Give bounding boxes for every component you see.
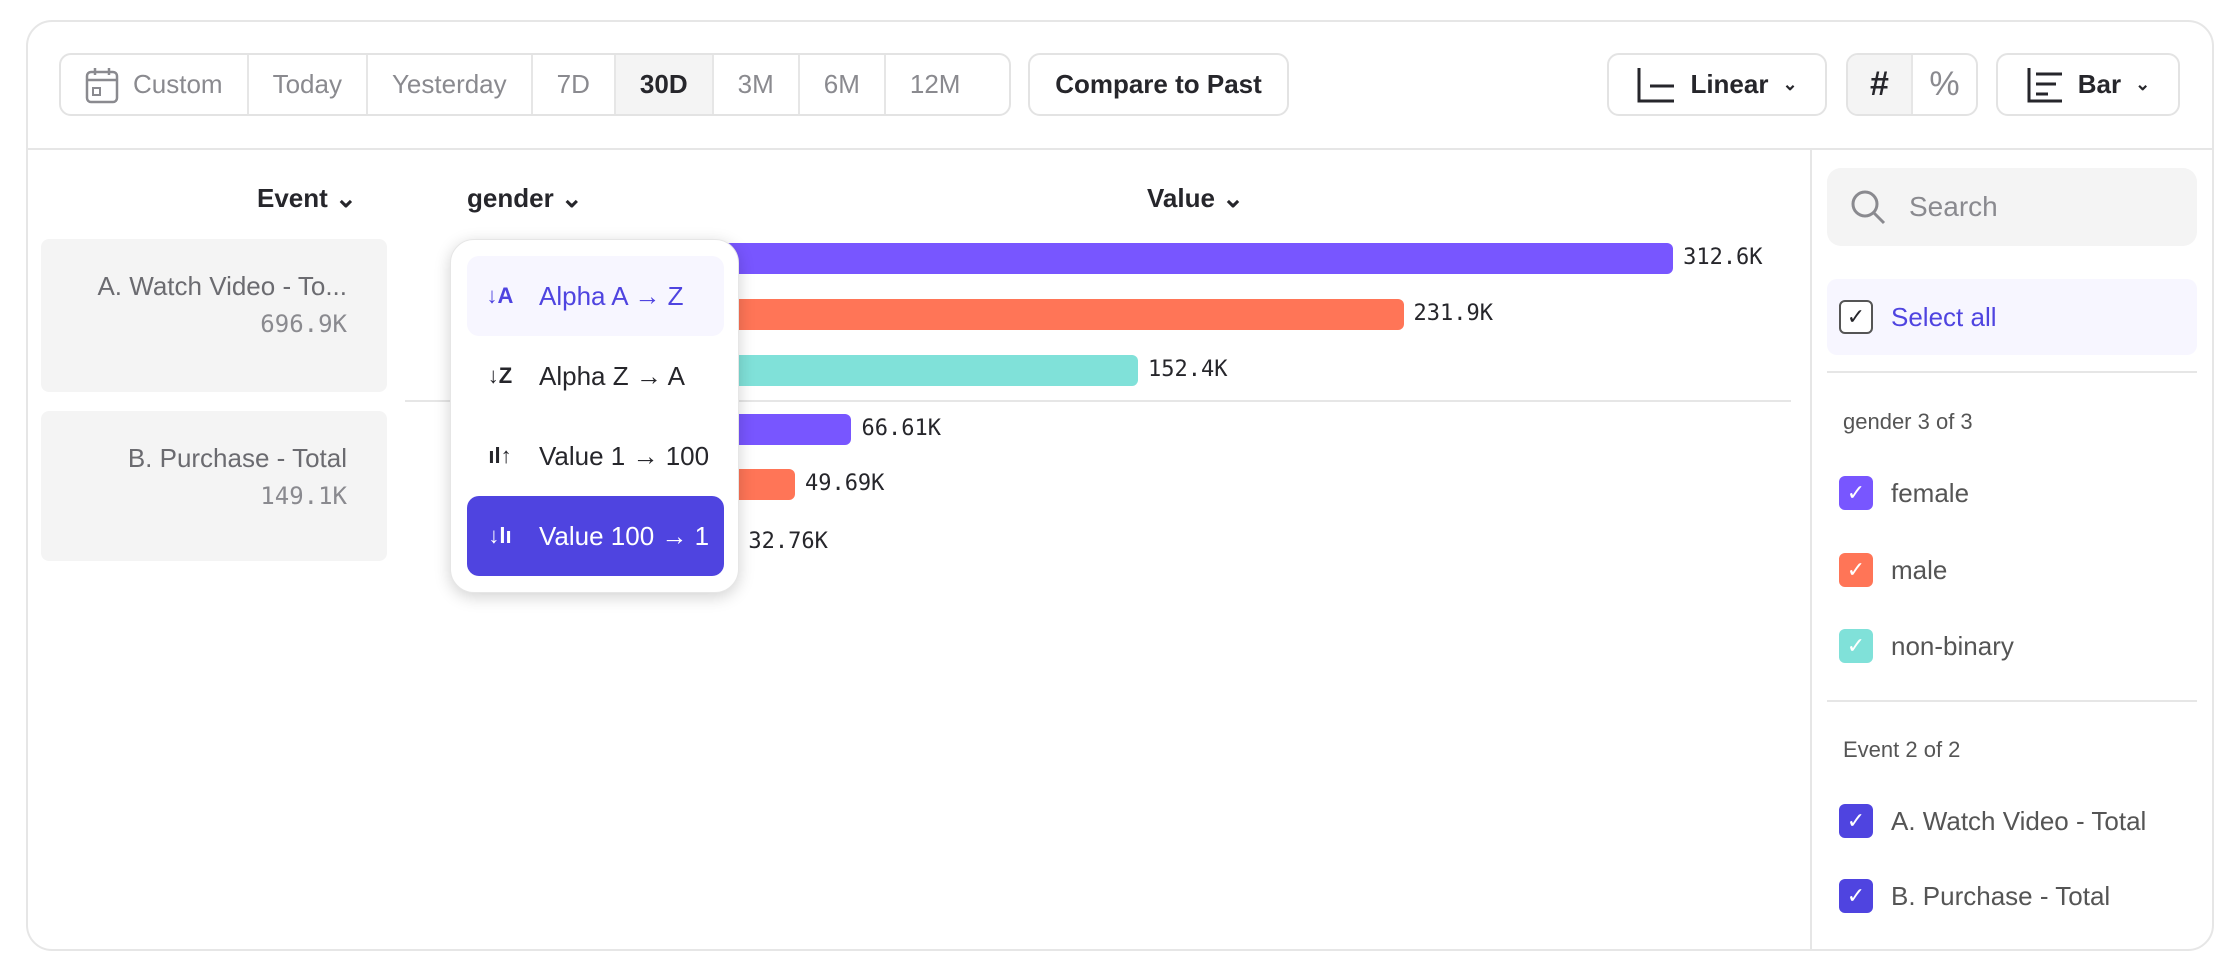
gender-section-heading: gender 3 of 3 [1843, 409, 1973, 434]
date-range-yesterday[interactable]: Yesterday [368, 55, 533, 114]
check-icon: ✓ [1839, 553, 1873, 587]
date-range-7d[interactable]: 7D [533, 55, 616, 114]
calendar-icon [85, 67, 119, 103]
legend-item-label: B. Purchase - Total [1891, 880, 2111, 911]
event-column-header[interactable]: Event ⌄ [257, 183, 357, 213]
date-range-today[interactable]: Today [249, 55, 368, 114]
bar-value-label: 49.69K [804, 471, 885, 496]
event-total: 696.9K [260, 310, 347, 338]
sort-alpha-asc-icon: ↓A [486, 283, 514, 308]
sort-option-label: Alpha Z → A [539, 360, 685, 391]
chevron-down-icon: ⌄ [1782, 74, 1798, 94]
value-column-header[interactable]: Value ⌄ [1147, 183, 1244, 213]
date-range-12m[interactable]: 12M [886, 55, 985, 114]
bar-chart-icon [2027, 67, 2062, 102]
date-range-label: Custom [133, 69, 223, 99]
sort-option-label: Alpha A → Z [539, 280, 684, 311]
check-icon: ✓ [1839, 879, 1873, 913]
divider [1827, 700, 2197, 702]
chevron-down-icon: ⌄ [2135, 74, 2151, 94]
date-range-3m[interactable]: 3M [714, 55, 800, 114]
bar-value-label: 152.4K [1148, 357, 1228, 382]
search-icon [1851, 190, 1886, 225]
sort-menu: ↓A Alpha A → Z ↓Z Alpha Z → A ıl↑ Value 1 → 1… [450, 239, 739, 593]
bar-value-label: 32.76K [748, 529, 828, 554]
chart-type-dropdown[interactable]: Bar ⌄ [1996, 53, 2180, 116]
sort-option[interactable]: ↓Z Alpha Z → A [467, 336, 724, 416]
date-range-6m[interactable]: 6M [800, 55, 886, 114]
divider [1827, 371, 2197, 373]
legend-item-label: female [1891, 477, 1970, 508]
bar-male-watch-video[interactable] [629, 299, 1404, 330]
number-format-toggle: # % [1846, 53, 1978, 116]
gender-column-header[interactable]: gender ⌄ [467, 183, 583, 213]
date-range-selector: Custom Today Yesterday 7D 30D 3M 6M 12M [59, 53, 1011, 116]
select-all-label: Select all [1891, 301, 1997, 332]
linear-axis-icon [1637, 67, 1675, 102]
bar-value-label: 312.6K [1683, 245, 1763, 270]
date-range-30d[interactable]: 30D [615, 55, 714, 114]
sort-option[interactable]: ↓A Alpha A → Z [467, 256, 724, 336]
legend-divider [1810, 150, 1812, 950]
event-section-heading: Event 2 of 2 [1843, 737, 1961, 762]
event-name: B. Purchase - Total [127, 443, 347, 473]
check-icon: ✓ [1839, 629, 1873, 663]
compare-label: Compare to Past [1055, 69, 1262, 99]
event-name: A. Watch Video - To... [97, 271, 347, 301]
event-total: 149.1K [260, 482, 347, 510]
date-range-label: 7D [556, 69, 590, 99]
legend-item-female[interactable]: ✓ female [1839, 476, 1969, 510]
date-range-label: 12M [909, 69, 961, 99]
check-icon: ✓ [1839, 804, 1873, 838]
compare-to-past-button[interactable]: Compare to Past [1028, 53, 1289, 116]
legend-item-non-binary[interactable]: ✓ non-binary [1839, 629, 2014, 663]
date-range-label: 3M [737, 69, 774, 99]
date-range-custom[interactable]: Custom [61, 55, 249, 114]
legend-item-label: male [1891, 554, 1948, 585]
sort-alpha-desc-icon: ↓Z [487, 363, 513, 388]
percent-toggle-button[interactable]: % [1929, 65, 1960, 103]
sort-option-label: Value 1 → 100 [539, 440, 710, 471]
bar-value-label: 231.9K [1413, 301, 1494, 326]
date-range-label: 30D [639, 69, 688, 99]
sort-value-desc-icon: ↓lı [488, 523, 512, 548]
group-separator [405, 400, 1791, 402]
search-input[interactable]: Search [1827, 168, 2197, 246]
check-icon: ✓ [1839, 300, 1873, 334]
bar-value-label: 66.61K [861, 416, 941, 441]
select-all-checkbox[interactable]: ✓ Select all [1827, 279, 2197, 355]
legend-item-label: non-binary [1891, 630, 2014, 661]
event-row-b[interactable]: B. Purchase - Total 149.1K [41, 411, 387, 561]
report-card [26, 20, 2214, 951]
chart-type-label: Bar [2077, 69, 2122, 99]
event-row-a[interactable]: A. Watch Video - To... 696.9K [41, 239, 387, 392]
sort-option[interactable]: ıl↑ Value 1 → 100 [467, 416, 724, 496]
legend-item-label: A. Watch Video - Total [1891, 805, 2147, 836]
check-icon: ✓ [1839, 476, 1873, 510]
legend-item-a-watch-video-total[interactable]: ✓ A. Watch Video - Total [1839, 804, 2146, 838]
date-range-label: Yesterday [391, 69, 507, 99]
legend-item-male[interactable]: ✓ male [1839, 553, 1947, 587]
number-toggle-button[interactable]: # [1848, 55, 1913, 114]
legend-item-b-purchase-total[interactable]: ✓ B. Purchase - Total [1839, 879, 2110, 913]
bar-female-watch-video[interactable] [629, 243, 1674, 274]
scale-dropdown[interactable]: Linear ⌄ [1607, 53, 1827, 116]
sort-option[interactable]: ↓lı Value 100 → 1 [467, 496, 724, 576]
sort-value-asc-icon: ıl↑ [488, 443, 512, 468]
date-range-label: Today [272, 69, 342, 99]
date-range-label: 6M [823, 69, 860, 99]
search-placeholder: Search [1909, 191, 1998, 222]
sort-option-label: Value 100 → 1 [539, 520, 710, 551]
toolbar-divider [28, 148, 2212, 150]
scale-label: Linear [1690, 69, 1769, 99]
